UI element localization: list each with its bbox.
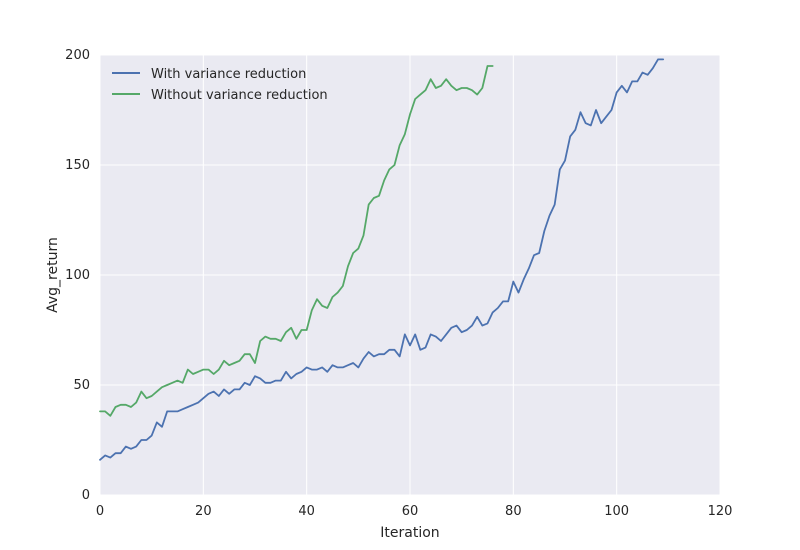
y-tick-label: 50 <box>73 378 90 393</box>
series-line-1 <box>99 58 665 461</box>
grid <box>99 54 721 496</box>
x-tick-label: 0 <box>96 504 104 519</box>
y-tick-labels: 0 50 100 150 200 <box>65 48 90 503</box>
x-tick-label: 20 <box>195 504 212 519</box>
x-tick-label: 100 <box>604 504 629 519</box>
legend-label: Without variance reduction <box>151 88 328 103</box>
x-tick-label: 60 <box>402 504 419 519</box>
x-tick-labels: 0 20 40 60 80 100 120 <box>96 504 733 519</box>
legend-label: With variance reduction <box>151 67 306 82</box>
y-tick-label: 100 <box>65 268 90 283</box>
x-tick-label: 120 <box>708 504 733 519</box>
x-tick-label: 40 <box>298 504 315 519</box>
y-tick-label: 0 <box>82 488 90 503</box>
y-tick-label: 200 <box>65 48 90 63</box>
y-axis-label: Avg_return <box>45 237 61 313</box>
series-line-2 <box>99 65 494 417</box>
x-tick-label: 80 <box>505 504 522 519</box>
y-tick-label: 150 <box>65 158 90 173</box>
x-axis-label: Iteration <box>380 525 439 541</box>
series-lines <box>99 58 665 461</box>
legend: With variance reduction Without variance … <box>112 67 328 103</box>
